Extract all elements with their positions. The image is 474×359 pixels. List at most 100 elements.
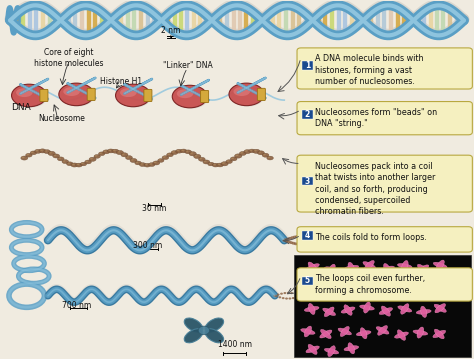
- Ellipse shape: [81, 162, 87, 166]
- Ellipse shape: [231, 158, 234, 159]
- Ellipse shape: [397, 264, 412, 269]
- Ellipse shape: [200, 158, 202, 159]
- Ellipse shape: [417, 327, 424, 338]
- Ellipse shape: [428, 283, 436, 294]
- Ellipse shape: [268, 157, 270, 158]
- Text: Core of eight
histone molecules: Core of eight histone molecules: [35, 48, 104, 67]
- FancyBboxPatch shape: [40, 89, 48, 102]
- Circle shape: [273, 295, 276, 297]
- Ellipse shape: [406, 288, 419, 294]
- Ellipse shape: [433, 330, 446, 338]
- Ellipse shape: [154, 162, 156, 163]
- Ellipse shape: [240, 152, 243, 154]
- Ellipse shape: [139, 163, 146, 167]
- Ellipse shape: [401, 261, 408, 272]
- Ellipse shape: [64, 87, 80, 96]
- Ellipse shape: [334, 287, 348, 292]
- Ellipse shape: [398, 306, 412, 312]
- Ellipse shape: [239, 151, 246, 155]
- Ellipse shape: [382, 306, 391, 316]
- Ellipse shape: [388, 286, 403, 291]
- Circle shape: [285, 240, 289, 243]
- Text: 700 nm: 700 nm: [62, 301, 91, 310]
- Text: 2: 2: [305, 110, 310, 119]
- Ellipse shape: [126, 155, 132, 160]
- Ellipse shape: [167, 153, 173, 157]
- Circle shape: [289, 241, 293, 244]
- Ellipse shape: [185, 150, 191, 154]
- Ellipse shape: [184, 318, 203, 332]
- Ellipse shape: [394, 332, 409, 338]
- Ellipse shape: [54, 155, 56, 156]
- Ellipse shape: [108, 149, 114, 153]
- Ellipse shape: [301, 329, 315, 334]
- Ellipse shape: [30, 151, 36, 155]
- Ellipse shape: [249, 149, 255, 153]
- Ellipse shape: [344, 305, 352, 315]
- Ellipse shape: [48, 151, 55, 155]
- Text: 1400 nm: 1400 nm: [218, 340, 252, 349]
- Ellipse shape: [140, 163, 143, 165]
- Ellipse shape: [130, 158, 137, 163]
- Circle shape: [296, 243, 300, 246]
- Ellipse shape: [413, 330, 428, 335]
- Ellipse shape: [22, 157, 25, 158]
- FancyBboxPatch shape: [297, 155, 473, 212]
- Text: 3: 3: [305, 177, 310, 186]
- Ellipse shape: [392, 283, 399, 294]
- Ellipse shape: [127, 156, 129, 158]
- Ellipse shape: [408, 286, 417, 296]
- Ellipse shape: [13, 85, 47, 108]
- Ellipse shape: [416, 309, 431, 314]
- Ellipse shape: [373, 285, 381, 296]
- Ellipse shape: [363, 262, 376, 269]
- Ellipse shape: [31, 151, 34, 153]
- Circle shape: [283, 238, 287, 241]
- Text: Nucleosomes pack into a coil
that twists into another larger
coil, and so forth,: Nucleosomes pack into a coil that twists…: [315, 162, 435, 216]
- Ellipse shape: [95, 155, 97, 157]
- Circle shape: [286, 238, 290, 241]
- Ellipse shape: [45, 150, 47, 152]
- Ellipse shape: [104, 150, 107, 152]
- Ellipse shape: [236, 155, 238, 156]
- Circle shape: [290, 292, 293, 294]
- Circle shape: [294, 242, 298, 245]
- Circle shape: [198, 326, 210, 335]
- FancyBboxPatch shape: [302, 231, 313, 240]
- Text: 2 nm: 2 nm: [161, 25, 181, 34]
- Ellipse shape: [86, 161, 88, 162]
- Ellipse shape: [226, 160, 232, 163]
- Ellipse shape: [144, 163, 150, 167]
- Ellipse shape: [120, 88, 137, 97]
- Circle shape: [289, 298, 292, 300]
- Ellipse shape: [82, 163, 84, 164]
- Ellipse shape: [316, 288, 330, 294]
- Ellipse shape: [180, 149, 187, 153]
- Ellipse shape: [118, 85, 152, 108]
- Ellipse shape: [184, 329, 203, 343]
- Ellipse shape: [135, 161, 141, 165]
- Ellipse shape: [59, 83, 94, 106]
- Ellipse shape: [301, 284, 312, 293]
- Ellipse shape: [113, 150, 116, 151]
- Ellipse shape: [231, 84, 265, 107]
- Ellipse shape: [217, 163, 223, 167]
- Ellipse shape: [344, 346, 359, 351]
- Ellipse shape: [100, 153, 102, 154]
- Ellipse shape: [195, 155, 198, 157]
- Circle shape: [278, 296, 281, 298]
- Ellipse shape: [63, 160, 65, 162]
- Ellipse shape: [323, 308, 336, 316]
- Ellipse shape: [383, 264, 391, 274]
- Ellipse shape: [199, 157, 205, 161]
- Circle shape: [275, 295, 278, 297]
- Ellipse shape: [338, 328, 351, 335]
- Ellipse shape: [257, 151, 264, 155]
- Ellipse shape: [177, 150, 179, 151]
- Ellipse shape: [168, 154, 170, 155]
- Ellipse shape: [353, 284, 365, 291]
- FancyBboxPatch shape: [302, 61, 313, 70]
- Circle shape: [283, 292, 286, 294]
- Ellipse shape: [222, 162, 225, 164]
- Ellipse shape: [435, 304, 446, 313]
